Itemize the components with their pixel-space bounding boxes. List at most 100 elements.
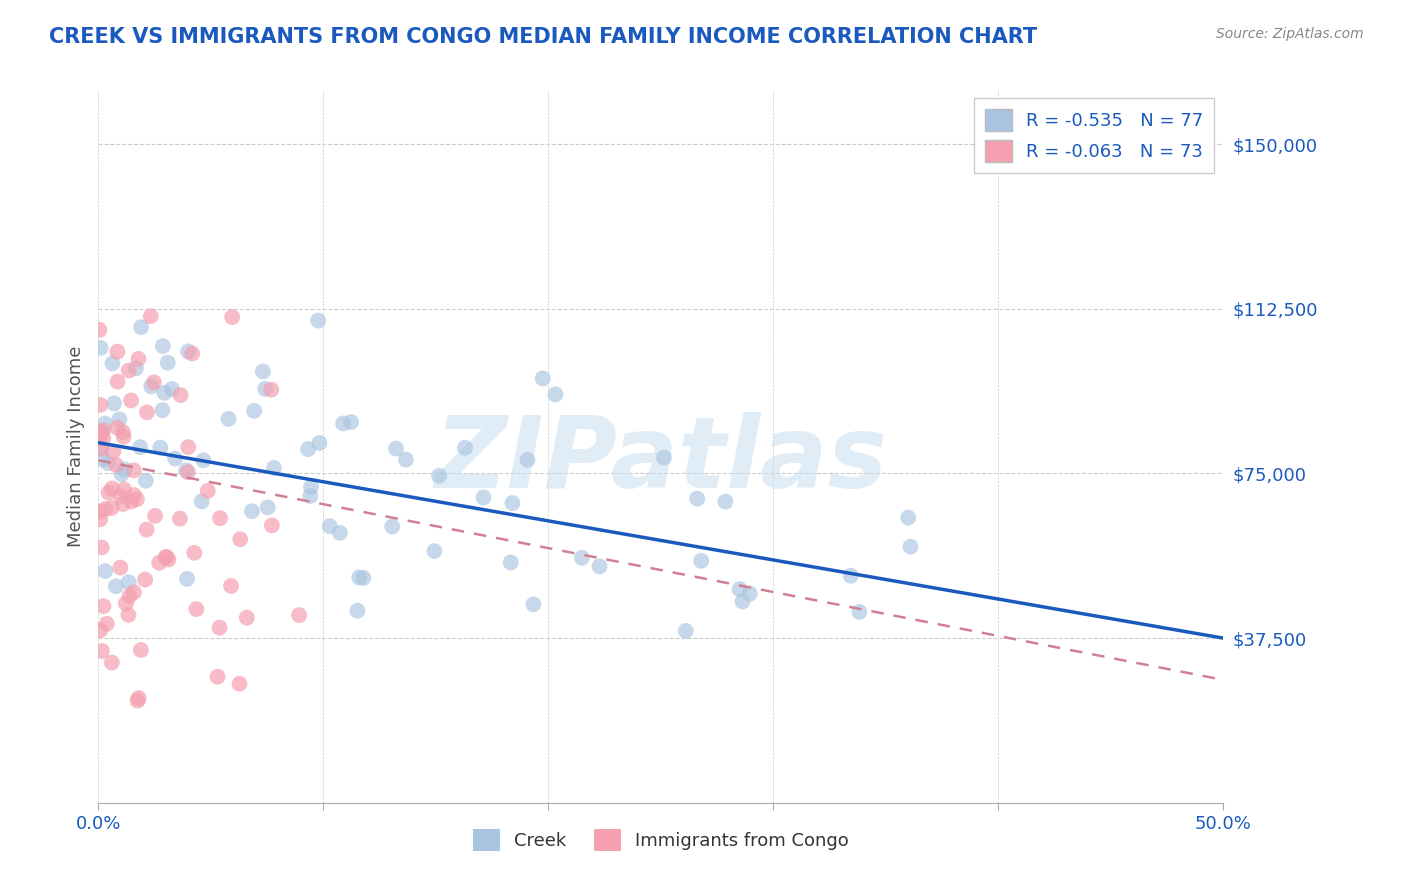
Point <box>127 351 149 366</box>
Point <box>848 605 870 619</box>
Point <box>94 502 117 516</box>
Point <box>143 508 166 523</box>
Point <box>115 597 138 611</box>
Point <box>156 356 179 370</box>
Point <box>652 450 675 465</box>
Point <box>347 570 370 584</box>
Point <box>94 417 117 431</box>
Point <box>129 320 152 334</box>
Point <box>157 552 180 566</box>
Point <box>129 643 152 657</box>
Point <box>219 579 242 593</box>
Point <box>141 379 163 393</box>
Point <box>332 417 354 431</box>
Point <box>177 440 200 454</box>
Point <box>218 411 240 425</box>
Point <box>472 491 495 505</box>
Point <box>122 585 145 599</box>
Point <box>90 425 112 440</box>
Point <box>101 356 124 370</box>
Point <box>499 556 522 570</box>
Point <box>110 489 132 503</box>
Point <box>103 396 125 410</box>
Point <box>89 512 111 526</box>
Point <box>134 573 156 587</box>
Point <box>588 559 610 574</box>
Point <box>516 453 538 467</box>
Point <box>297 442 319 456</box>
Point <box>139 309 162 323</box>
Point <box>260 518 283 533</box>
Point <box>381 519 404 533</box>
Point <box>112 483 135 497</box>
Point <box>135 523 157 537</box>
Point <box>89 323 111 337</box>
Point <box>183 546 205 560</box>
Point <box>118 575 141 590</box>
Point <box>236 610 259 624</box>
Point <box>155 549 177 564</box>
Point <box>121 494 143 508</box>
Legend: Creek, Immigrants from Congo: Creek, Immigrants from Congo <box>465 822 856 858</box>
Point <box>340 415 363 429</box>
Point <box>690 554 713 568</box>
Point <box>190 494 212 508</box>
Point <box>193 453 215 467</box>
Point <box>522 597 544 611</box>
Point <box>110 560 132 574</box>
Point <box>90 442 112 456</box>
Y-axis label: Median Family Income: Median Family Income <box>66 345 84 547</box>
Point <box>174 463 197 477</box>
Point <box>197 483 219 498</box>
Point <box>155 549 177 564</box>
Text: Source: ZipAtlas.com: Source: ZipAtlas.com <box>1216 27 1364 41</box>
Point <box>186 602 208 616</box>
Point <box>208 621 231 635</box>
Point <box>114 462 136 476</box>
Point <box>531 371 554 385</box>
Point <box>125 492 148 507</box>
Point <box>288 608 311 623</box>
Point <box>94 564 117 578</box>
Point <box>900 540 922 554</box>
Point <box>544 387 567 401</box>
Point <box>240 504 263 518</box>
Point <box>346 604 368 618</box>
Point <box>221 310 243 324</box>
Point <box>142 376 165 390</box>
Point <box>107 375 129 389</box>
Point <box>501 496 523 510</box>
Point <box>675 624 697 638</box>
Point <box>91 452 114 467</box>
Point <box>112 430 135 444</box>
Point <box>105 458 128 472</box>
Point <box>122 463 145 477</box>
Point <box>165 451 187 466</box>
Point <box>127 694 149 708</box>
Point <box>91 432 114 446</box>
Point <box>118 363 141 377</box>
Point <box>571 550 593 565</box>
Text: CREEK VS IMMIGRANTS FROM CONGO MEDIAN FAMILY INCOME CORRELATION CHART: CREEK VS IMMIGRANTS FROM CONGO MEDIAN FA… <box>49 27 1038 46</box>
Point <box>454 441 477 455</box>
Point <box>117 607 139 622</box>
Point <box>160 382 183 396</box>
Point <box>93 423 115 437</box>
Point <box>308 436 330 450</box>
Point <box>96 616 118 631</box>
Point <box>263 461 285 475</box>
Point <box>728 582 751 597</box>
Point <box>89 432 111 446</box>
Point <box>111 425 134 439</box>
Point <box>129 440 152 454</box>
Point <box>101 482 124 496</box>
Point <box>90 341 112 355</box>
Point <box>318 519 340 533</box>
Point <box>714 494 737 508</box>
Point <box>299 489 322 503</box>
Point <box>169 388 191 402</box>
Point <box>229 533 252 547</box>
Point <box>148 556 170 570</box>
Point <box>107 344 129 359</box>
Point <box>686 491 709 506</box>
